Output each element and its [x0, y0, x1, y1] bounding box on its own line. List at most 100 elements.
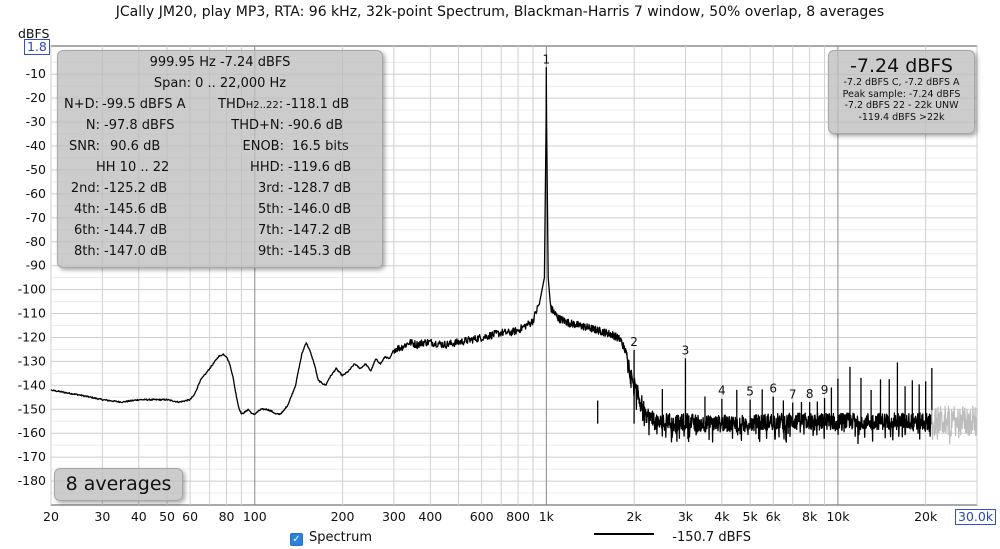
y-unit-label: dBFS	[18, 26, 49, 41]
x-tick-label: 100	[243, 509, 267, 524]
x-tick-label: 1k	[539, 509, 555, 524]
y-tick-label: -40	[26, 138, 46, 153]
spectrum-traces	[50, 66, 978, 445]
x-tick-label: 30	[94, 509, 110, 524]
harmonic-marker-6: 6	[769, 382, 777, 396]
y-tick-label: -80	[26, 234, 46, 249]
y-tick-label: -140	[18, 377, 46, 392]
averages-badge: 8 averages	[54, 468, 183, 501]
level-panel: -7.24 dBFS -7.2 dBFS C, -7.2 dBFS A Peak…	[828, 50, 975, 134]
chart-title: JCally JM20, play MP3, RTA: 96 kHz, 32k-…	[115, 4, 885, 20]
x-tick-label: 5k	[743, 509, 759, 524]
h9-label: 9th:	[258, 244, 284, 259]
h6-label: 6th:	[74, 223, 100, 238]
spectrum-trace	[50, 66, 933, 445]
y-tick-label: -130	[18, 353, 46, 368]
x-tick-label: 600	[470, 509, 494, 524]
x-tick-label: 10k	[826, 509, 850, 524]
x-tick-label: 80	[219, 509, 235, 524]
stats-panel: 999.95 Hz -7.24 dBFS Span: 0 .. 22,000 H…	[57, 50, 383, 268]
y-tick-label: -100	[18, 282, 46, 297]
level-cwa: -7.2 dBFS C, -7.2 dBFS A	[843, 77, 960, 88]
y-tick-label: -70	[26, 210, 46, 225]
x-tick-label: 2k	[627, 509, 643, 524]
level-peak-sample: Peak sample: -7.24 dBFS	[842, 88, 961, 100]
y-tick-label: -50	[26, 162, 46, 177]
level-above-22k: -119.4 dBFS >22k	[858, 111, 945, 123]
x-tick-label: 800	[506, 509, 530, 524]
x-tick-label: 6k	[766, 509, 782, 524]
nd-label: N+D:	[64, 97, 100, 112]
legend-series-label: Spectrum	[309, 530, 372, 545]
y-tick-labels: -10 -20 -30 -40 -50 -60 -70 -80 -90 -100 -110 -120 -…	[18, 66, 46, 488]
x-tick-label: 40	[131, 509, 147, 524]
enob-label: ENOB:	[242, 139, 284, 154]
y-tick-label: -160	[18, 425, 46, 440]
harmonic-marker-2: 2	[630, 335, 638, 349]
stats-row-h4-h5: 4th: -145.6 dB 5th: -146.0 dB	[58, 202, 382, 223]
stats-span: Span: 0 .. 22,000 Hz	[153, 76, 287, 91]
y-tick-label: -60	[26, 186, 46, 201]
spectrum-trace-above-22k	[931, 405, 978, 445]
legend: ✓ Spectrum -150.7 dBFS	[290, 529, 751, 546]
hhd-value: -119.6 dB	[288, 160, 352, 175]
level-main-readout: -7.24 dBFS	[850, 55, 953, 77]
x-right-value-box[interactable]: 30.0k	[955, 509, 997, 525]
x-tick-label: 8k	[802, 509, 818, 524]
h8-label: 8th:	[74, 244, 100, 259]
harmonic-markers: 1 2 3 4 5 6 7 8 9	[543, 53, 829, 402]
snr-label: SNR:	[69, 139, 100, 154]
harmonic-marker-8: 8	[806, 387, 814, 401]
stats-row-h2-h3: 2nd: -125.2 dB 3rd: -128.7 dB	[58, 181, 382, 202]
thd-label: THDH2..22:	[218, 97, 284, 112]
stats-row-h6-h7: 6th: -144.7 dB 7th: -147.2 dB	[58, 223, 382, 244]
thd-value: -118.1 dB	[286, 97, 350, 112]
h6-value: -144.7 dB	[104, 223, 168, 238]
x-tick-label: 400	[418, 509, 442, 524]
x-tick-label: 200	[331, 509, 355, 524]
stats-row-n: N: -97.8 dBFS THD+N: -90.6 dB	[58, 118, 382, 139]
h4-label: 4th:	[74, 202, 100, 217]
y-tick-label: -150	[18, 401, 46, 416]
y-tick-label: -90	[26, 258, 46, 273]
y-top-value-box[interactable]: 1.8	[24, 39, 50, 55]
h7-value: -147.2 dB	[288, 223, 352, 238]
x-tick-label: 4k	[714, 509, 730, 524]
h5-value: -146.0 dB	[288, 202, 352, 217]
x-tick-labels: 20 30 40 50 60 80 100 200 300 400 600 800 1k 2k 3k 4k 5k…	[43, 509, 938, 524]
h3-value: -128.7 dB	[288, 181, 352, 196]
h4-value: -145.6 dB	[104, 202, 168, 217]
h5-label: 5th:	[258, 202, 284, 217]
legend-line-swatch	[594, 533, 655, 535]
y-tick-label: -110	[18, 306, 46, 321]
y-tick-label: -180	[18, 473, 46, 488]
y-tick-label: -20	[26, 90, 46, 105]
thdn-label: THD+N:	[231, 118, 284, 133]
stats-row-span: Span: 0 .. 22,000 Hz	[58, 76, 382, 97]
stats-row-snr: SNR: 90.6 dB ENOB: 16.5 bits	[58, 139, 382, 160]
nd-value: -99.5 dBFS A	[102, 97, 186, 112]
stats-row-frequency: 999.95 Hz -7.24 dBFS	[58, 55, 382, 76]
hhd-label: HHD:	[250, 160, 284, 175]
stats-row-nd: N+D: -99.5 dBFS A THDH2..22: -118.1 dB	[58, 97, 382, 118]
snr-value: 90.6 dB	[110, 139, 161, 154]
enob-value: 16.5 bits	[292, 139, 349, 154]
harmonic-marker-1: 1	[543, 53, 551, 67]
x-tick-label: 3k	[678, 509, 694, 524]
h9-value: -145.3 dB	[288, 244, 352, 259]
harmonic-marker-3: 3	[682, 343, 690, 357]
x-tick-label: 50	[159, 509, 175, 524]
stats-frequency-level: 999.95 Hz -7.24 dBFS	[149, 55, 291, 70]
x-tick-label: 60	[182, 509, 198, 524]
h2-label: 2nd:	[70, 181, 100, 196]
spectrum-checkbox[interactable]: ✓	[290, 533, 303, 546]
harmonic-marker-5: 5	[746, 385, 754, 399]
h8-value: -147.0 dB	[104, 244, 168, 259]
legend-cursor-value: -150.7 dBFS	[672, 530, 751, 545]
y-tick-label: -10	[26, 66, 46, 81]
h3-label: 3rd:	[257, 181, 284, 196]
n-value: -97.8 dBFS	[104, 118, 175, 133]
x-tick-label: 20k	[914, 509, 938, 524]
h7-label: 7th:	[258, 223, 284, 238]
